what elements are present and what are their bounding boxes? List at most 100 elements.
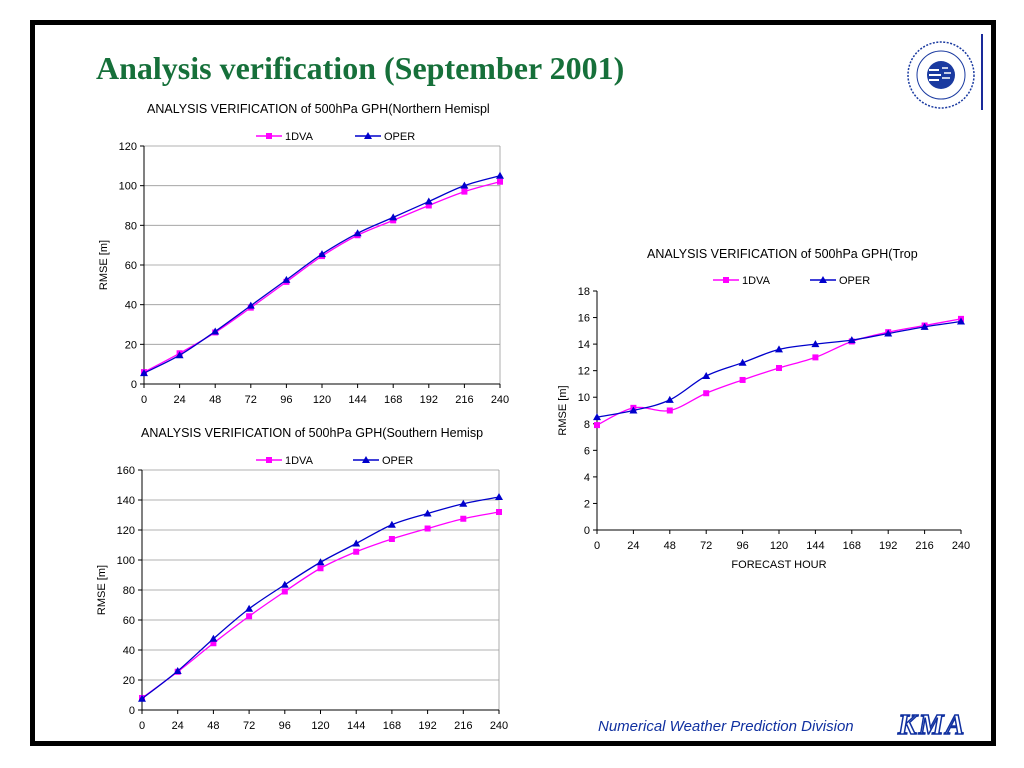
x-tick-label: 96	[280, 394, 292, 406]
x-tick-label: 120	[313, 394, 331, 406]
legend-label-1dva: 1DVA	[742, 275, 771, 287]
y-tick-label: 60	[123, 615, 135, 627]
x-tick-label: 240	[491, 394, 509, 406]
y-tick-label: 100	[117, 555, 135, 567]
kma-seal-icon	[907, 41, 975, 109]
x-tick-label: 240	[490, 720, 508, 732]
y-tick-label: 140	[117, 495, 135, 507]
y-tick-label: 20	[123, 675, 135, 687]
data-point-oper	[353, 229, 362, 237]
data-point-oper	[245, 604, 254, 612]
x-axis-label: FORECAST HOUR	[731, 559, 826, 571]
data-point-1dva	[461, 188, 468, 195]
x-tick-label: 168	[384, 394, 402, 406]
y-tick-label: 120	[117, 525, 135, 537]
y-tick-label: 10	[578, 392, 590, 404]
x-tick-label: 0	[594, 540, 600, 552]
legend-marker-oper	[362, 456, 370, 463]
data-point-oper	[811, 340, 820, 348]
legend-label-1dva: 1DVA	[285, 131, 314, 143]
data-point-oper	[423, 509, 432, 517]
legend-marker-1dva	[266, 457, 272, 463]
data-point-1dva	[496, 509, 502, 515]
x-tick-label: 72	[243, 720, 255, 732]
data-point-oper	[496, 171, 504, 179]
x-tick-label: 192	[879, 540, 897, 552]
x-tick-label: 48	[207, 720, 219, 732]
chart-title: ANALYSIS VERIFICATION of 500hPa GPH(Trop	[647, 247, 918, 261]
data-point-1dva	[353, 548, 360, 555]
data-point-1dva	[812, 354, 819, 361]
data-point-1dva	[388, 536, 395, 542]
x-tick-label: 0	[139, 720, 145, 732]
data-point-1dva	[424, 525, 431, 532]
y-tick-label: 14	[578, 339, 590, 351]
y-tick-label: 80	[123, 585, 135, 597]
x-tick-label: 168	[383, 720, 401, 732]
y-tick-label: 12	[578, 366, 590, 378]
data-point-1dva	[210, 640, 217, 647]
y-tick-label: 2	[584, 498, 590, 510]
x-tick-label: 168	[843, 540, 861, 552]
data-point-1dva	[666, 407, 673, 414]
data-point-oper	[495, 493, 503, 500]
x-tick-label: 0	[141, 394, 147, 406]
data-point-oper	[459, 499, 468, 507]
legend-label-oper: OPER	[382, 455, 413, 467]
y-axis-label: RMSE [m]	[96, 565, 108, 615]
data-point-oper	[316, 558, 325, 566]
x-tick-label: 144	[348, 394, 366, 406]
data-point-oper	[847, 336, 856, 344]
footer-text: Numerical Weather Prediction Division	[598, 718, 854, 735]
data-point-oper	[282, 275, 291, 283]
y-axis-label: RMSE [m]	[98, 240, 110, 290]
data-point-oper	[209, 634, 218, 642]
chart-title: ANALYSIS VERIFICATION of 500hPa GPH(Nort…	[147, 102, 490, 116]
data-point-oper	[629, 406, 638, 414]
data-point-1dva	[425, 202, 432, 209]
x-tick-label: 216	[455, 394, 473, 406]
y-tick-label: 120	[119, 141, 137, 153]
data-point-oper	[460, 181, 469, 189]
y-tick-label: 160	[117, 465, 135, 477]
slide-frame	[30, 20, 996, 746]
page-title: Analysis verification (September 2001)	[96, 50, 625, 86]
y-tick-label: 4	[584, 472, 590, 484]
data-point-oper	[352, 539, 361, 547]
data-point-oper	[884, 329, 893, 337]
y-tick-label: 0	[129, 705, 135, 717]
legend-marker-1dva	[723, 277, 729, 283]
x-tick-label: 240	[952, 540, 970, 552]
y-tick-label: 0	[584, 525, 590, 537]
data-point-1dva	[246, 613, 253, 620]
x-tick-label: 48	[664, 540, 676, 552]
y-tick-label: 60	[125, 260, 137, 272]
x-tick-label: 192	[418, 720, 436, 732]
x-tick-label: 120	[770, 540, 788, 552]
legend-marker-1dva	[266, 133, 272, 139]
data-point-oper	[387, 520, 396, 528]
legend-label-oper: OPER	[839, 275, 870, 287]
data-point-oper	[424, 197, 433, 205]
data-point-oper	[957, 317, 965, 325]
data-point-oper	[173, 667, 182, 674]
x-tick-label: 192	[420, 394, 438, 406]
y-tick-label: 0	[131, 379, 137, 391]
x-tick-label: 24	[172, 720, 184, 732]
data-point-1dva	[739, 376, 746, 383]
x-tick-label: 24	[173, 394, 185, 406]
y-tick-label: 18	[578, 286, 590, 298]
y-tick-label: 16	[578, 313, 590, 325]
x-tick-label: 48	[209, 394, 221, 406]
data-point-1dva	[460, 515, 467, 522]
data-point-1dva	[594, 422, 600, 429]
data-point-1dva	[317, 565, 324, 572]
y-tick-label: 40	[123, 645, 135, 657]
series-line-1dva	[596, 318, 962, 426]
data-point-oper	[280, 580, 289, 588]
y-tick-label: 20	[125, 339, 137, 351]
data-point-oper	[140, 369, 148, 377]
header-divider	[981, 34, 983, 110]
x-tick-label: 24	[627, 540, 639, 552]
